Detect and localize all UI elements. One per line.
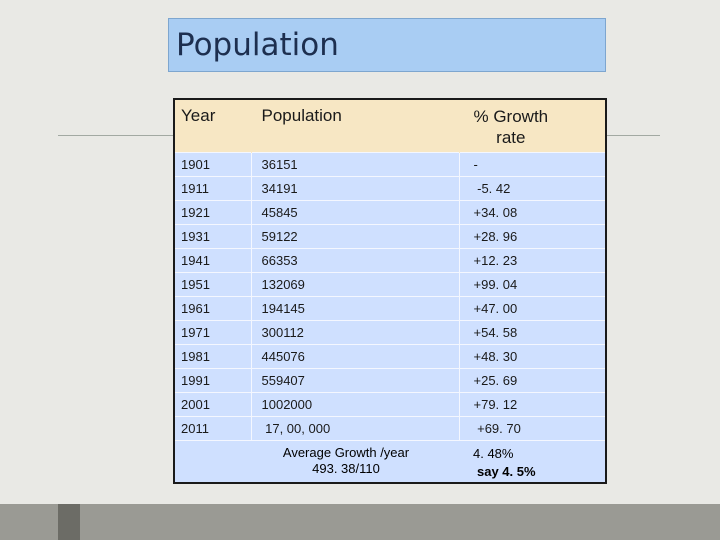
- population-table: Year Population % Growth rate 1901 36151…: [173, 98, 607, 490]
- summary-value-cell: 4. 48% say 4. 5%: [459, 439, 605, 490]
- cell-growth: +79. 12: [458, 391, 605, 416]
- cell-population: 36151: [250, 151, 459, 176]
- cell-year: 1961: [175, 295, 251, 320]
- table-row: 1981 445076 +48. 30: [175, 343, 605, 368]
- cell-year: 1931: [175, 223, 251, 248]
- table-row: 1921 45845 +34. 08: [175, 199, 605, 224]
- header-growth-line1: % Growth: [473, 107, 549, 126]
- divider-line-left: [58, 135, 174, 136]
- table-row: 1941 66353 +12. 23: [175, 247, 605, 272]
- cell-population: 45845: [250, 199, 459, 224]
- cell-year: 1991: [175, 367, 251, 392]
- table-row: 1991 559407 +25. 69: [175, 367, 605, 392]
- table-header-row: Year Population % Growth rate: [175, 100, 605, 152]
- table-row: 1961 194145 +47. 00: [175, 295, 605, 320]
- table-summary-row: Average Growth /year 493. 38/110 4. 48% …: [175, 439, 605, 490]
- cell-growth: +28. 96: [458, 223, 605, 248]
- header-growth-rate: % Growth rate: [458, 100, 605, 152]
- table-row: 1971 300112 +54. 58: [175, 319, 605, 344]
- cell-population: 132069: [250, 271, 459, 296]
- title-box: Population: [168, 18, 606, 72]
- cell-growth: +54. 58: [458, 319, 605, 344]
- cell-population: 17, 00, 000: [250, 415, 459, 440]
- cell-year: 1941: [175, 247, 251, 272]
- header-population: Population: [250, 100, 459, 152]
- cell-population: 194145: [250, 295, 459, 320]
- cell-year: 2011: [175, 415, 251, 440]
- cell-year: 1921: [175, 199, 251, 224]
- summary-value-line1: 4. 48%: [473, 445, 514, 461]
- cell-growth: -5. 42: [458, 175, 605, 200]
- summary-value-line2: say 4. 5%: [477, 463, 536, 479]
- header-growth-line2: rate: [496, 128, 526, 147]
- cell-growth: +47. 00: [458, 295, 605, 320]
- cell-year: 1951: [175, 271, 251, 296]
- divider-line-right: [606, 135, 660, 136]
- cell-growth: +25. 69: [458, 367, 605, 392]
- summary-label-cell: Average Growth /year 493. 38/110: [251, 439, 459, 490]
- table-row: 2001 1002000 +79. 12: [175, 391, 605, 416]
- cell-year: 1971: [175, 319, 251, 344]
- cell-population: 300112: [250, 319, 459, 344]
- cell-population: 1002000: [250, 391, 459, 416]
- cell-population: 66353: [250, 247, 459, 272]
- table-row: 1911 34191 -5. 42: [175, 175, 605, 200]
- cell-year: 2001: [175, 391, 251, 416]
- table-row: 1901 36151 -: [175, 151, 605, 176]
- header-year: Year: [175, 100, 251, 152]
- cell-growth: +12. 23: [458, 247, 605, 272]
- footer-accent: [58, 504, 80, 540]
- table-row: 2011 17, 00, 000 +69. 70: [175, 415, 605, 440]
- cell-growth: +48. 30: [458, 343, 605, 368]
- summary-label-line2: 493. 38/110: [312, 460, 380, 476]
- slide-title: Population: [176, 27, 339, 63]
- table-row: 1931 59122 +28. 96: [175, 223, 605, 248]
- cell-population: 59122: [250, 223, 459, 248]
- summary-empty-cell: [175, 439, 251, 490]
- cell-year: 1901: [175, 151, 251, 176]
- cell-growth: +34. 08: [458, 199, 605, 224]
- cell-growth: +99. 04: [458, 271, 605, 296]
- cell-growth: +69. 70: [458, 415, 605, 440]
- cell-population: 445076: [250, 343, 459, 368]
- footer-bar: [0, 504, 720, 540]
- table-row: 1951 132069 +99. 04: [175, 271, 605, 296]
- cell-year: 1981: [175, 343, 251, 368]
- summary-label-line1: Average Growth /year: [282, 444, 410, 460]
- cell-population: 34191: [250, 175, 459, 200]
- cell-growth: -: [458, 151, 605, 176]
- cell-population: 559407: [250, 367, 459, 392]
- cell-year: 1911: [175, 175, 251, 200]
